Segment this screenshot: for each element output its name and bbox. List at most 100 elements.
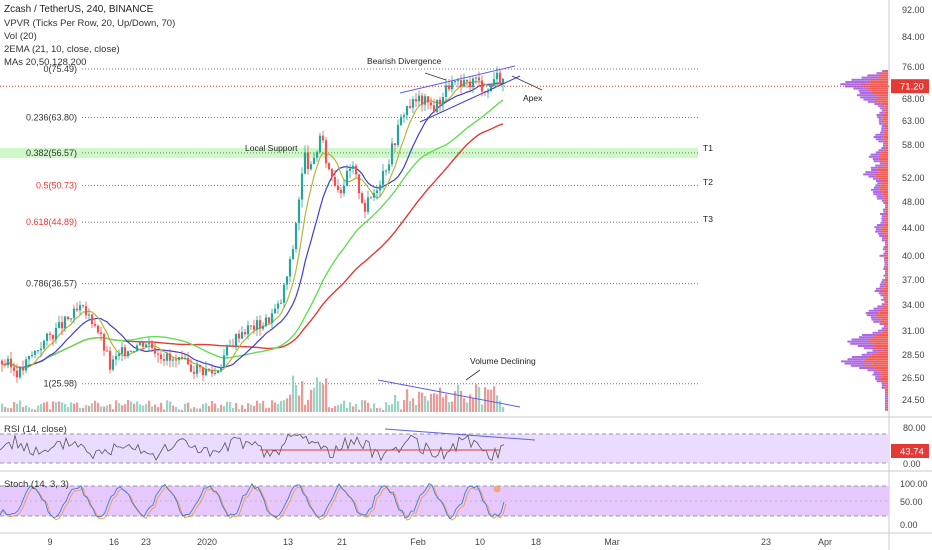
volume-bar <box>379 407 382 412</box>
volume-bar <box>97 402 100 412</box>
volume-bar <box>445 394 448 412</box>
volume-bar <box>133 403 136 412</box>
vpvr-bar-down <box>884 127 888 130</box>
candle-body <box>381 170 385 185</box>
volume-bar <box>157 407 160 412</box>
volume-bar <box>217 408 220 412</box>
vpvr-bar-down <box>883 138 888 141</box>
vpvr-bar-down <box>885 202 888 204</box>
vpvr-bar-down <box>881 371 888 374</box>
candle-body <box>243 332 247 335</box>
candle-body <box>267 317 271 323</box>
candle-body <box>468 81 472 88</box>
vpvr-bar-up <box>879 162 885 165</box>
vpvr-bar-up <box>862 334 877 336</box>
vpvr-bar-up <box>872 349 883 352</box>
vpvr-bar-down <box>881 182 888 185</box>
candle-body <box>138 341 142 346</box>
vpvr-bar-down <box>874 314 888 317</box>
vpvr-bar-down <box>887 395 888 398</box>
volume-bar <box>406 389 409 412</box>
stoch-pane-label[interactable]: Stoch (14, 3, 3) <box>4 479 69 490</box>
volume-bar <box>355 404 358 412</box>
vpvr-bar-down <box>879 171 888 174</box>
vpvr-bar-up <box>863 173 874 176</box>
vpvr-bar-up <box>873 307 884 310</box>
candle-body <box>57 322 61 328</box>
vpvr-bar-down <box>886 325 888 328</box>
vpvr-bar-down <box>870 81 888 83</box>
fib-label: 0.786(36.57) <box>26 279 77 289</box>
fib-label: 0.5(50.73) <box>36 181 77 191</box>
volume-trend-line <box>377 379 521 408</box>
candle-body <box>303 152 307 174</box>
candle-body <box>114 356 118 360</box>
volume-bar <box>52 401 55 412</box>
vpvr-bar-up <box>875 151 881 154</box>
rsi-tick-label: 0.00 <box>903 459 921 469</box>
vpvr-bar-down <box>886 389 888 391</box>
vpvr-bar-down <box>885 384 888 387</box>
candle-body <box>429 102 433 106</box>
indicator-vpvr-label[interactable]: VPVR (Ticks Per Row, 20, Up/Down, 70) <box>4 18 176 29</box>
volume-bar <box>442 397 445 412</box>
rsi-pane-label[interactable]: RSI (14, close) <box>4 424 67 435</box>
y-tick-label: 84.00 <box>902 32 925 42</box>
indicator-2ema-label[interactable]: 2EMA (21, 10, close, close) <box>4 44 120 55</box>
vpvr-bar-down <box>873 347 888 350</box>
vpvr-bar-down <box>884 125 888 127</box>
vpvr-bar-up <box>883 252 886 255</box>
volume-bar <box>439 387 442 412</box>
volume-bar <box>22 407 25 412</box>
wedge-lower-line <box>419 75 521 123</box>
apex-label: Apex <box>523 93 543 103</box>
vpvr-bar-down <box>880 380 888 383</box>
candle-body <box>63 316 67 329</box>
volume-bar <box>409 401 412 412</box>
volume-bar <box>109 404 112 412</box>
vpvr-bar-down <box>875 175 888 178</box>
candle-body <box>318 135 322 152</box>
vpvr-bar-down <box>881 72 888 75</box>
vpvr-bar-up <box>858 89 871 92</box>
vpvr-bar-down <box>882 292 888 295</box>
indicator-mas-label[interactable]: MAs 20,50,128,200 <box>4 57 87 68</box>
y-tick-label: 68.00 <box>902 94 925 104</box>
volume-bar <box>151 406 154 412</box>
vpvr-bar-down <box>864 364 888 367</box>
candle-body <box>189 364 193 372</box>
volume-bar <box>493 386 496 412</box>
vpvr-bar-down <box>883 164 888 167</box>
vpvr-bar-down <box>877 166 888 169</box>
indicator-vol-label[interactable]: Vol (20) <box>4 31 37 42</box>
vpvr-bar-down <box>883 197 888 200</box>
vpvr-bar-down <box>879 320 888 323</box>
vpvr-bar-up <box>878 118 883 121</box>
volume-bar <box>361 400 364 412</box>
vpvr-bar-down <box>886 257 888 259</box>
vpvr-bar-down <box>867 340 888 343</box>
volume-bar <box>490 389 493 412</box>
vpvr-bar-down <box>874 98 888 101</box>
vpvr-bar-down <box>880 103 888 105</box>
vpvr-bar-up <box>873 191 883 193</box>
vpvr-bar-down <box>883 323 888 325</box>
x-tick-label: 16 <box>109 537 119 547</box>
y-tick-label: 37.00 <box>902 275 925 285</box>
volume-arrow <box>465 369 481 381</box>
vpvr-bar-up <box>867 74 879 77</box>
volume-bar <box>169 401 172 412</box>
candle-body <box>366 197 370 212</box>
vpvr-bar-up <box>872 373 879 376</box>
vpvr-bar-down <box>880 151 888 154</box>
volume-bar <box>166 400 169 412</box>
vpvr-bar-up <box>850 364 865 367</box>
candle-body <box>459 80 463 87</box>
candle-body <box>417 95 421 102</box>
candle-body <box>264 317 268 326</box>
volume-bar <box>121 405 124 412</box>
volume-bar <box>172 405 175 412</box>
volume-bar <box>283 400 286 412</box>
volume-bar <box>16 403 19 412</box>
